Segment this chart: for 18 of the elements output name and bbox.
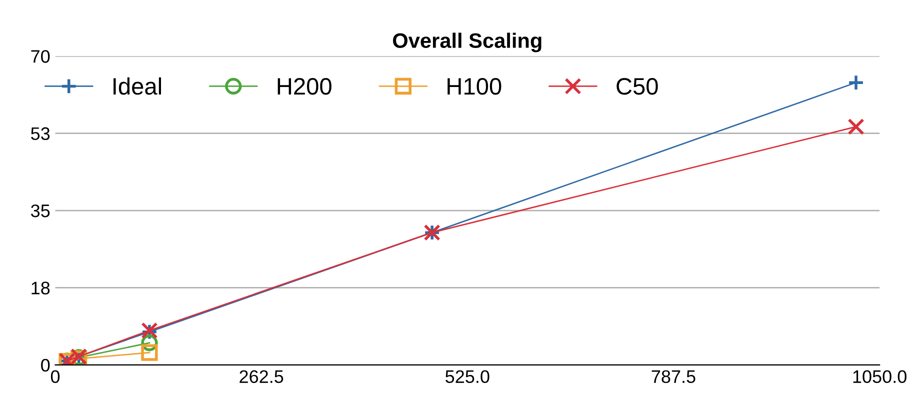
legend-label: Ideal xyxy=(114,77,161,95)
point xyxy=(848,74,864,91)
x-tick-label: 0 xyxy=(50,370,60,384)
x-tick-label: 262.5 xyxy=(240,370,284,384)
y-tick-label: 70 xyxy=(31,50,50,63)
point xyxy=(848,118,864,136)
point xyxy=(141,344,158,361)
x-tick-label: 525.0 xyxy=(446,370,490,384)
legend-label: H200 xyxy=(278,78,332,95)
x-tick-label: 787.5 xyxy=(652,370,696,384)
legend-label: C50 xyxy=(616,78,658,95)
y-tick-label: 53 xyxy=(31,127,50,140)
chart-title: Overall Scaling xyxy=(393,32,542,52)
legend-label: H100 xyxy=(448,78,502,95)
y-tick-label: 35 xyxy=(31,204,50,218)
y-tick-label: 0 xyxy=(41,358,50,372)
y-tick-label: 18 xyxy=(32,282,50,294)
x-tick-label: 1050.0 xyxy=(853,370,906,384)
